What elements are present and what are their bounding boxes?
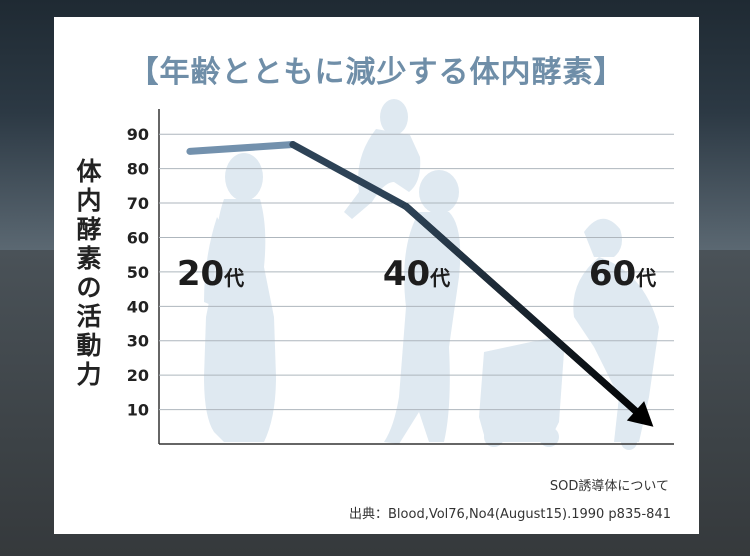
arrow-head bbox=[626, 401, 654, 427]
age-label: 60代 bbox=[589, 254, 656, 294]
age-label: 40代 bbox=[383, 254, 450, 294]
y-axis-label: 体内酵素の活動力 bbox=[72, 157, 106, 389]
y-axis-label-char: 体 bbox=[76, 157, 102, 186]
y-tick-label: 90 bbox=[127, 125, 149, 144]
y-tick-label: 80 bbox=[127, 160, 149, 179]
y-tick-label: 60 bbox=[127, 228, 149, 247]
series-segment bbox=[289, 141, 410, 210]
y-tick-label: 20 bbox=[127, 366, 149, 385]
grid bbox=[159, 133, 674, 411]
y-axis-label-char: 動 bbox=[76, 331, 102, 360]
silhouettes bbox=[204, 99, 659, 450]
y-tick-label: 40 bbox=[127, 297, 149, 316]
y-axis-label-char: 力 bbox=[76, 360, 102, 389]
y-axis-label-char: の bbox=[76, 273, 102, 302]
line-chart: 10 20 30 40 50 60 70 80 90 20代 40代 60代 bbox=[127, 99, 674, 450]
chart-title: 【年齢とともに減少する体内酵素】 bbox=[128, 55, 625, 90]
y-axis-label-char: 酵 bbox=[76, 215, 102, 244]
y-tick-label: 30 bbox=[127, 332, 149, 351]
y-axis-label-char: 活 bbox=[76, 302, 102, 331]
series-segment-fade bbox=[402, 202, 644, 419]
note-text: SOD誘導体について bbox=[549, 479, 669, 494]
y-tick-label: 70 bbox=[127, 194, 149, 213]
silhouette-elderly-walker bbox=[479, 218, 659, 450]
source-citation: 出典：Blood,Vol76,No4(August15).1990 p835-8… bbox=[349, 507, 671, 522]
y-axis-label-char: 素 bbox=[76, 244, 102, 273]
silhouette-young-woman bbox=[204, 153, 276, 442]
y-ticks: 10 20 30 40 50 60 70 80 90 bbox=[127, 125, 149, 419]
y-tick-label: 10 bbox=[127, 401, 149, 420]
series-segment bbox=[186, 141, 297, 155]
age-label: 20代 bbox=[177, 254, 244, 294]
age-labels: 20代 40代 60代 bbox=[177, 254, 656, 294]
y-tick-label: 50 bbox=[127, 263, 149, 282]
chart-card: 【年齢とともに減少する体内酵素】 体内酵素の活動力 bbox=[54, 17, 699, 534]
series bbox=[186, 141, 654, 427]
axes bbox=[158, 109, 674, 445]
y-axis-label-char: 内 bbox=[76, 186, 102, 215]
